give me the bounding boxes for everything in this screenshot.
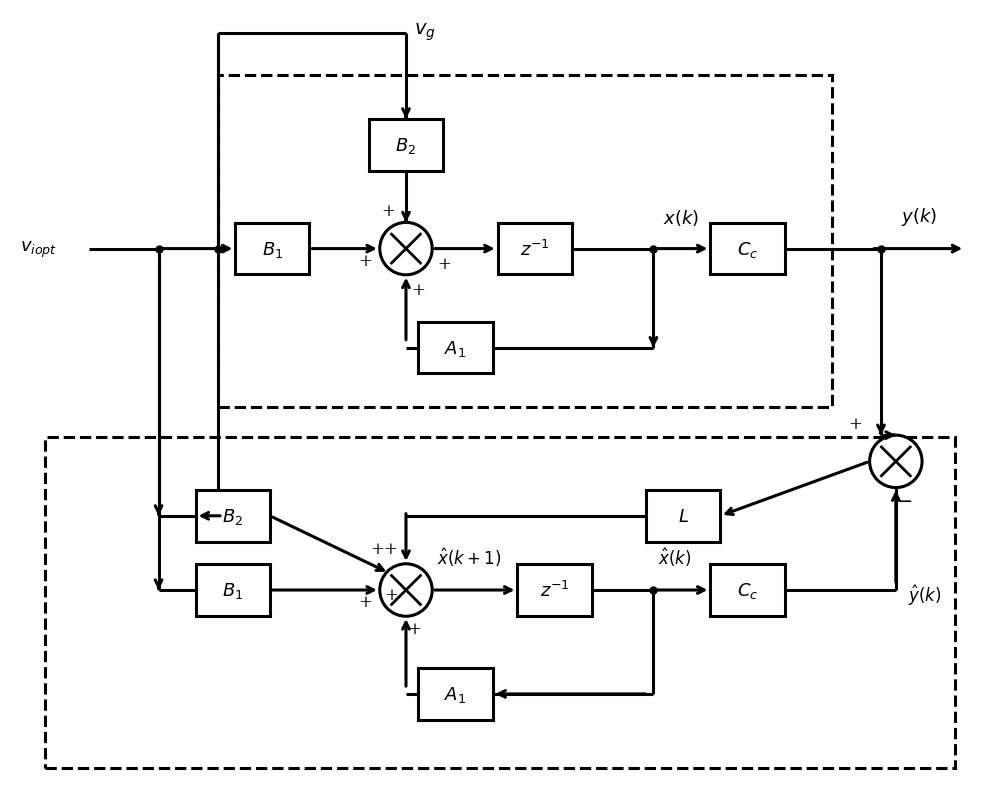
Bar (218, 76, 832, 407)
Circle shape (380, 223, 432, 275)
Text: +: + (384, 587, 398, 604)
Text: $z^{-1}$: $z^{-1}$ (540, 580, 569, 601)
Text: $z^{-1}$: $z^{-1}$ (520, 239, 550, 259)
Bar (710, 224, 785, 275)
Text: $-$: $-$ (896, 491, 912, 508)
Text: $\hat{y}(k)$: $\hat{y}(k)$ (908, 583, 941, 607)
Text: $A_1$: $A_1$ (444, 684, 467, 704)
Bar (517, 565, 592, 616)
Text: $C_c$: $C_c$ (737, 239, 758, 259)
Text: +: + (358, 593, 372, 610)
Text: $A_1$: $A_1$ (444, 338, 467, 358)
Bar (196, 565, 270, 616)
Text: $y(k)$: $y(k)$ (901, 205, 937, 228)
Text: +: + (411, 282, 425, 299)
Text: $L$: $L$ (678, 507, 689, 525)
Bar (418, 322, 493, 374)
Text: $v_g$: $v_g$ (414, 22, 436, 43)
Bar (196, 490, 270, 542)
Text: $B_1$: $B_1$ (262, 239, 283, 259)
Circle shape (870, 435, 922, 488)
Text: $\hat{x}(k)$: $\hat{x}(k)$ (658, 546, 692, 569)
Bar (498, 224, 572, 275)
Text: $B_1$: $B_1$ (222, 581, 243, 600)
Text: $\hat{x}(k+1)$: $\hat{x}(k+1)$ (437, 546, 502, 569)
Bar (710, 565, 785, 616)
Text: $C_c$: $C_c$ (737, 581, 758, 600)
Text: +: + (358, 253, 372, 269)
Text: +: + (381, 203, 395, 220)
Text: +: + (437, 256, 451, 273)
Bar (45, 437, 955, 768)
Circle shape (380, 564, 432, 617)
Text: +: + (848, 415, 862, 432)
Text: $x(k)$: $x(k)$ (663, 208, 699, 228)
Text: $B_2$: $B_2$ (222, 506, 243, 526)
Bar (646, 490, 720, 542)
Text: $v_{iopt}$: $v_{iopt}$ (20, 239, 57, 259)
Text: ++: ++ (370, 541, 398, 557)
Bar (418, 668, 493, 720)
Bar (369, 119, 443, 172)
Bar (235, 224, 309, 275)
Text: $B_2$: $B_2$ (395, 136, 417, 156)
Text: +: + (407, 620, 421, 637)
